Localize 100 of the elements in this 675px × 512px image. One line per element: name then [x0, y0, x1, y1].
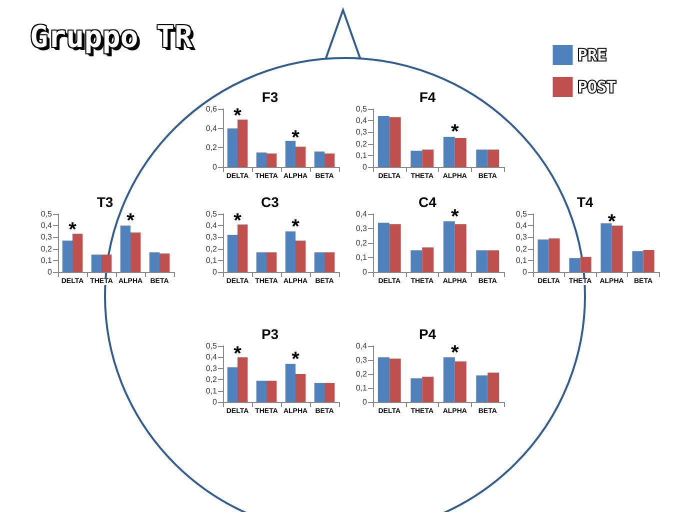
bar — [443, 357, 455, 402]
bar — [643, 250, 654, 272]
bar — [476, 150, 488, 167]
bar — [324, 153, 335, 167]
y-tick-label: 0,5 — [356, 104, 368, 114]
chart-title: F3 — [262, 89, 278, 105]
bar — [454, 138, 466, 167]
bar — [612, 226, 623, 272]
bar — [410, 250, 422, 272]
bar — [488, 372, 500, 402]
y-tick-label: 0,2 — [356, 370, 368, 378]
annotation: * — [68, 219, 77, 242]
annotation: * — [234, 210, 242, 232]
y-tick-label: 0,1 — [40, 256, 53, 265]
annotation: * — [292, 127, 300, 149]
y-tick-label: 0,4 — [206, 221, 218, 230]
bar — [378, 222, 390, 272]
bar — [266, 252, 277, 272]
bar — [314, 252, 324, 272]
y-tick-label: 0,4 — [356, 116, 368, 126]
bar — [476, 250, 488, 272]
bar — [632, 251, 644, 272]
bar — [476, 375, 488, 402]
y-tick-label: 0 — [362, 162, 368, 172]
text: Gruppo TR — [30, 20, 193, 55]
y-tick-label: 0,3 — [356, 128, 368, 137]
y-tick-label: 0,5 — [516, 210, 528, 218]
bar — [266, 153, 277, 167]
bar — [410, 378, 422, 402]
bar — [580, 256, 592, 272]
chart-title: P4 — [418, 326, 436, 342]
y-tick-label: 0 — [48, 268, 53, 276]
bar — [410, 150, 422, 167]
y-tick-label: 0,1 — [516, 256, 528, 265]
y-tick-label: 0,2 — [206, 375, 218, 384]
bar — [422, 247, 434, 272]
y-tick-label: 0,3 — [356, 356, 368, 364]
bar — [256, 152, 266, 167]
bar — [314, 152, 324, 167]
y-tick-label: 0,4 — [40, 221, 53, 230]
y-tick-label: 0,5 — [206, 342, 218, 350]
bar — [149, 252, 160, 272]
chart-title: T4 — [576, 194, 594, 210]
bar — [378, 357, 390, 402]
y-tick-label: 0,2 — [516, 244, 528, 254]
bar — [389, 117, 401, 167]
bar — [285, 231, 296, 272]
chart-title: C3 — [261, 194, 280, 210]
bar — [62, 240, 72, 272]
bar — [454, 361, 466, 402]
bar — [324, 252, 335, 272]
bar — [389, 358, 401, 402]
bar — [130, 232, 141, 272]
bar — [389, 224, 401, 272]
y-tick-label: 0,4 — [206, 352, 218, 362]
bar — [227, 128, 238, 167]
bar — [569, 258, 580, 272]
bar — [422, 150, 434, 167]
y-tick-label: 0,3 — [206, 232, 218, 242]
annotation: * — [450, 342, 459, 364]
bar — [488, 150, 500, 167]
annotation: * — [234, 342, 242, 365]
y-tick-label: 0,5 — [40, 210, 53, 218]
bar — [285, 140, 296, 167]
bar — [296, 374, 306, 402]
legend-label: POST — [578, 78, 616, 96]
bar — [285, 364, 296, 402]
bar — [600, 223, 612, 272]
annotation: * — [608, 211, 616, 234]
bar — [266, 380, 277, 402]
bar — [443, 136, 455, 167]
y-tick-label: 0,3 — [516, 232, 528, 242]
y-tick-label: 0 — [212, 398, 218, 406]
chart-title: P3 — [261, 326, 279, 342]
bar — [538, 240, 549, 272]
y-tick-label: 0,3 — [206, 364, 218, 373]
annotation: * — [126, 210, 135, 232]
y-tick-label: 0,5 — [206, 210, 218, 218]
y-tick-label: 0,2 — [356, 238, 368, 248]
y-tick-label: 0,2 — [40, 244, 53, 254]
bar — [454, 224, 466, 272]
y-tick-label: 0,1 — [356, 384, 368, 392]
bar — [314, 382, 324, 402]
bar — [488, 250, 500, 272]
y-tick-label: 0,1 — [356, 253, 368, 262]
chart-title: F4 — [419, 89, 436, 105]
bar — [324, 382, 335, 402]
bar — [443, 221, 455, 272]
y-tick-label: 0,4 — [356, 210, 368, 218]
bar — [227, 367, 238, 402]
y-tick-label: 0,6 — [206, 104, 218, 114]
bar — [102, 254, 112, 272]
chart-title: T3 — [96, 194, 114, 210]
y-tick-label: 0 — [362, 268, 368, 276]
y-tick-label: 0,1 — [206, 386, 218, 396]
bar — [256, 252, 266, 272]
bar — [548, 238, 560, 272]
y-tick-label: 0,1 — [356, 150, 368, 160]
annotation: * — [450, 206, 459, 228]
bar — [422, 376, 434, 402]
